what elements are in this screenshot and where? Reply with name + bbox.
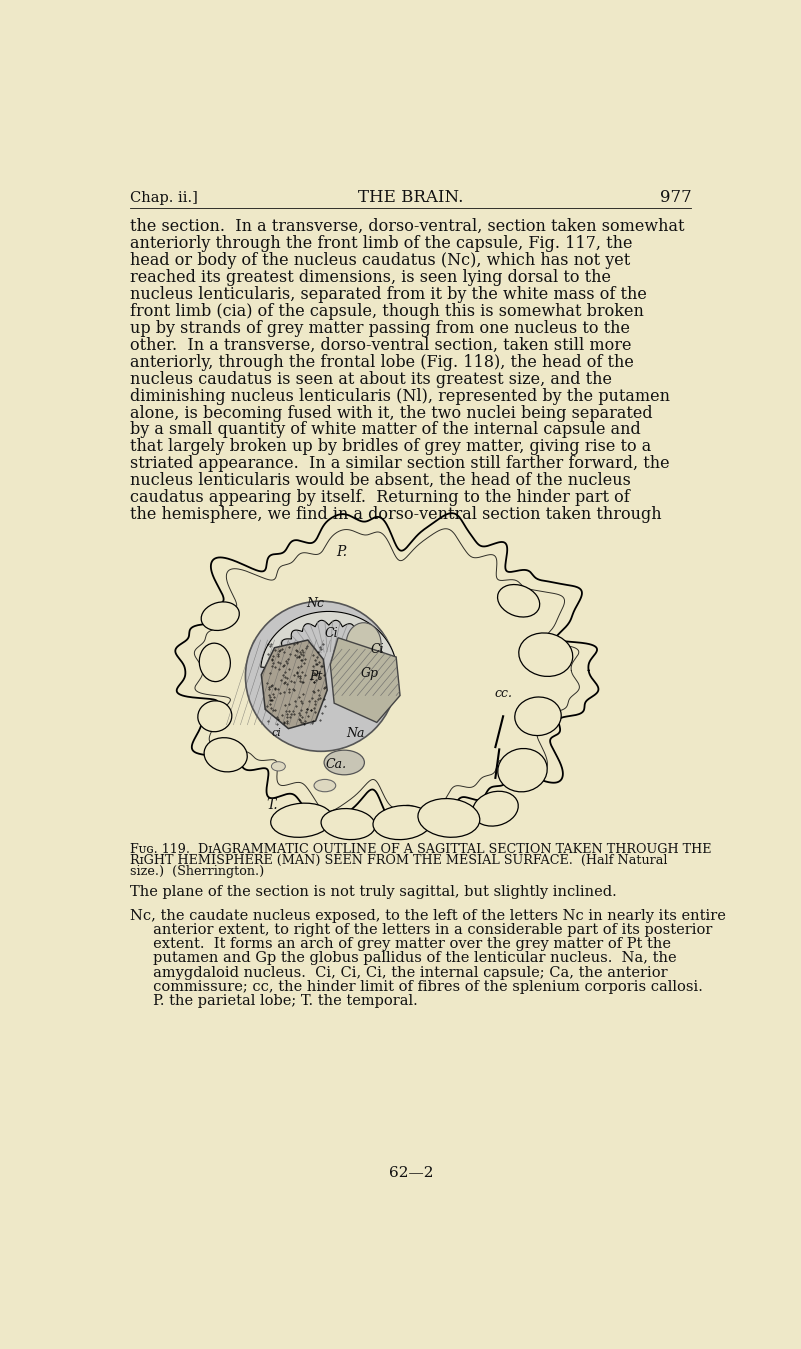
Ellipse shape xyxy=(199,643,231,681)
Polygon shape xyxy=(261,611,395,668)
Text: reached its greatest dimensions, is seen lying dorsal to the: reached its greatest dimensions, is seen… xyxy=(130,268,610,286)
Ellipse shape xyxy=(497,584,540,616)
Ellipse shape xyxy=(473,792,518,826)
Text: Ci: Ci xyxy=(324,627,338,641)
Text: Na: Na xyxy=(347,727,365,739)
Text: by a small quantity of white matter of the internal capsule and: by a small quantity of white matter of t… xyxy=(130,421,640,438)
Text: other.  In a transverse, dorso-ventral section, taken still more: other. In a transverse, dorso-ventral se… xyxy=(130,337,631,353)
Ellipse shape xyxy=(418,799,480,838)
Ellipse shape xyxy=(497,749,547,792)
Ellipse shape xyxy=(321,808,375,839)
Ellipse shape xyxy=(198,701,231,731)
Text: anteriorly through the front limb of the capsule, Fig. 117, the: anteriorly through the front limb of the… xyxy=(130,235,632,252)
Text: Ci: Ci xyxy=(371,642,384,656)
Text: nucleus lenticularis, separated from it by the white mass of the: nucleus lenticularis, separated from it … xyxy=(130,286,646,304)
Text: that largely broken up by bridles of grey matter, giving rise to a: that largely broken up by bridles of gre… xyxy=(130,438,651,456)
Text: THE BRAIN.: THE BRAIN. xyxy=(358,189,464,206)
Text: The plane of the section is not truly sagittal, but slightly inclined.: The plane of the section is not truly sa… xyxy=(130,885,616,900)
Ellipse shape xyxy=(245,602,396,751)
Text: alone, is becoming fused with it, the two nuclei being separated: alone, is becoming fused with it, the tw… xyxy=(130,405,652,421)
Polygon shape xyxy=(175,513,598,827)
Ellipse shape xyxy=(346,623,381,665)
Text: extent.  It forms an arch of grey matter over the grey matter of Pt the: extent. It forms an arch of grey matter … xyxy=(130,938,670,951)
Text: up by strands of grey matter passing from one nucleus to the: up by strands of grey matter passing fro… xyxy=(130,320,630,337)
Text: the hemisphere, we find in a dorso-ventral section taken through: the hemisphere, we find in a dorso-ventr… xyxy=(130,506,661,523)
Text: P.: P. xyxy=(336,545,348,558)
Text: striated appearance.  In a similar section still farther forward, the: striated appearance. In a similar sectio… xyxy=(130,456,669,472)
Text: caudatus appearing by itself.  Returning to the hinder part of: caudatus appearing by itself. Returning … xyxy=(130,490,630,506)
Ellipse shape xyxy=(272,762,285,770)
Text: front limb (cia) of the capsule, though this is somewhat broken: front limb (cia) of the capsule, though … xyxy=(130,304,643,320)
Text: Chap. ii.]: Chap. ii.] xyxy=(130,192,198,205)
Text: amygdaloid nucleus.  Ci, Ci, Ci, the internal capsule; Ca, the anterior: amygdaloid nucleus. Ci, Ci, Ci, the inte… xyxy=(130,966,667,979)
Text: P. the parietal lobe; T. the temporal.: P. the parietal lobe; T. the temporal. xyxy=(130,994,417,1008)
Ellipse shape xyxy=(201,602,239,630)
Ellipse shape xyxy=(204,738,248,772)
Text: 977: 977 xyxy=(660,189,691,206)
Ellipse shape xyxy=(373,805,432,839)
Text: commissure; cc, the hinder limit of fibres of the splenium corporis callosi.: commissure; cc, the hinder limit of fibr… xyxy=(130,979,702,994)
Text: Nc: Nc xyxy=(307,596,324,610)
Text: cc.: cc. xyxy=(494,687,512,700)
Text: Gp: Gp xyxy=(360,668,379,680)
Ellipse shape xyxy=(519,633,573,676)
Text: Fᴜɢ. 119.  DɪAGRAMMATIC OUTLINE OF A SAGITTAL SECTION TAKEN THROUGH THE: Fᴜɢ. 119. DɪAGRAMMATIC OUTLINE OF A SAGI… xyxy=(130,843,711,857)
Ellipse shape xyxy=(515,697,562,735)
Text: diminishing nucleus lenticularis (Nl), represented by the putamen: diminishing nucleus lenticularis (Nl), r… xyxy=(130,387,670,405)
Polygon shape xyxy=(261,639,327,728)
Text: anterior extent, to right of the letters in a considerable part of its posterior: anterior extent, to right of the letters… xyxy=(130,923,712,936)
Text: putamen and Gp the globus pallidus of the lenticular nucleus.  Na, the: putamen and Gp the globus pallidus of th… xyxy=(130,951,676,966)
Text: RɪGHT HEMISPHERE (MAN) SEEN FROM THE MESIAL SURFACE.  (Half Natural: RɪGHT HEMISPHERE (MAN) SEEN FROM THE MES… xyxy=(130,854,667,867)
Text: size.)  (Sherrington.): size.) (Sherrington.) xyxy=(130,865,264,878)
Text: nucleus lenticularis would be absent, the head of the nucleus: nucleus lenticularis would be absent, th… xyxy=(130,472,630,490)
Text: Ca.: Ca. xyxy=(326,758,347,770)
Text: head or body of the nucleus caudatus (Nc), which has not yet: head or body of the nucleus caudatus (Nc… xyxy=(130,252,630,268)
Text: the section.  In a transverse, dorso-ventral, section taken somewhat: the section. In a transverse, dorso-vent… xyxy=(130,219,684,235)
Text: Nc, the caudate nucleus exposed, to the left of the letters Nc in nearly its ent: Nc, the caudate nucleus exposed, to the … xyxy=(130,909,726,923)
Text: Pt: Pt xyxy=(309,669,322,683)
Text: anteriorly, through the frontal lobe (Fig. 118), the head of the: anteriorly, through the frontal lobe (Fi… xyxy=(130,353,634,371)
Ellipse shape xyxy=(324,750,364,774)
Text: nucleus caudatus is seen at about its greatest size, and the: nucleus caudatus is seen at about its gr… xyxy=(130,371,612,387)
Ellipse shape xyxy=(314,780,336,792)
Text: ci: ci xyxy=(272,728,282,738)
Text: 62—2: 62—2 xyxy=(388,1166,433,1180)
Ellipse shape xyxy=(271,803,332,838)
Polygon shape xyxy=(330,638,400,723)
Text: T.: T. xyxy=(267,797,278,812)
